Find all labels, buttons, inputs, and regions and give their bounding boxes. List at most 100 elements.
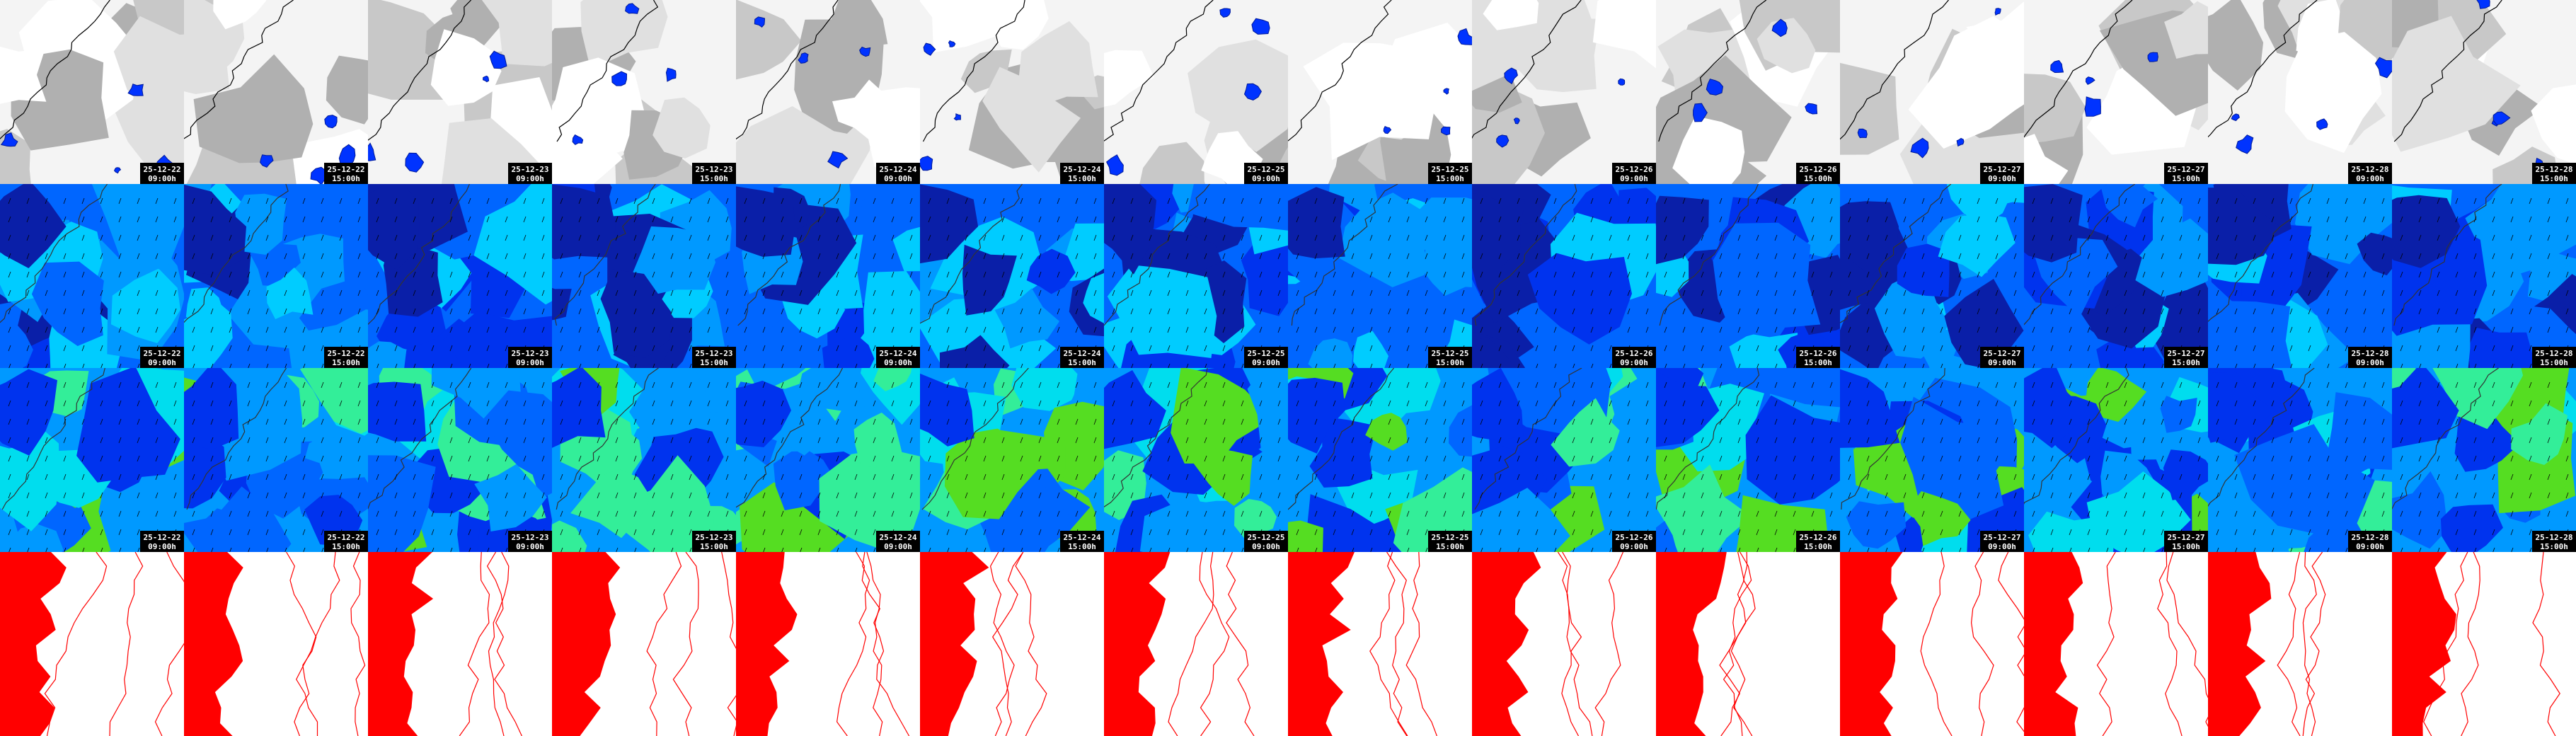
wind-barb — [2345, 492, 2348, 499]
wind-barb — [321, 253, 324, 260]
wind-barb — [1995, 418, 1999, 425]
wind-barb — [1112, 492, 1115, 499]
wind-barb — [2087, 271, 2091, 278]
wind-barb — [1701, 363, 1704, 368]
wind-barb — [468, 455, 471, 462]
wind-barb — [173, 289, 177, 297]
panel-content — [552, 0, 736, 184]
wind-barb — [1977, 492, 1980, 499]
wind-barb — [1793, 326, 1796, 333]
wind-barb — [1719, 197, 1723, 205]
wind-barb — [2105, 400, 2109, 407]
wind-barb — [1333, 234, 1336, 241]
wind-barb — [1885, 529, 1888, 536]
wind-barb — [1093, 289, 1097, 297]
wind-barb — [1461, 473, 1465, 481]
wind-barb — [26, 326, 30, 333]
wind-barb — [394, 271, 398, 278]
coastline — [1288, 368, 1395, 510]
wind-barb — [2069, 253, 2072, 260]
wind-barb — [339, 253, 343, 260]
cloud — [193, 54, 314, 163]
wind-barb — [652, 326, 655, 333]
wind-barb — [1517, 363, 1520, 368]
wind-barb — [229, 492, 232, 499]
wind-barb — [560, 326, 563, 333]
wind-barb — [1720, 547, 1723, 552]
wind-barb — [1351, 455, 1355, 462]
wind-barb — [909, 455, 913, 462]
wind-barb — [118, 510, 122, 517]
wind-barb — [2234, 308, 2238, 315]
wind-barb — [633, 473, 637, 481]
wind-barb — [1167, 253, 1171, 260]
time-label-box — [1060, 531, 1104, 552]
wind-barb — [2050, 529, 2054, 536]
wind-barb — [2050, 289, 2054, 297]
wind-barb — [2565, 381, 2569, 389]
wind-barb — [946, 437, 950, 444]
wind-barb — [781, 234, 784, 241]
wind-barb — [192, 473, 195, 481]
date-label: 25-12-27 — [2168, 349, 2205, 358]
wind-barb — [2197, 197, 2201, 205]
wind-barb — [2013, 473, 2017, 481]
wind-barb — [487, 547, 490, 552]
wind-barb — [486, 308, 490, 315]
wind-barb — [597, 400, 600, 407]
wind-barb — [652, 455, 655, 462]
wind-barb — [302, 271, 306, 278]
wind-barb — [1296, 437, 1299, 444]
wind-barb — [652, 253, 655, 260]
wind-barb — [2510, 381, 2514, 389]
wind-barb — [965, 253, 968, 260]
wind-barb — [2161, 400, 2164, 407]
wind-barb — [2105, 510, 2109, 517]
wind-barb — [2069, 529, 2072, 536]
wind-barb — [1737, 234, 1741, 241]
wind-barb — [2069, 492, 2072, 499]
wind-barb — [1149, 455, 1152, 462]
time-label-box — [876, 347, 920, 368]
wind-barb — [2437, 289, 2440, 297]
wind-barb — [817, 253, 821, 260]
wind-barb — [1406, 271, 1410, 278]
wind-barb — [965, 271, 968, 278]
wind-barb — [486, 197, 490, 205]
wind-barb — [707, 216, 711, 223]
panel-content — [1104, 184, 1288, 368]
wind-barb — [541, 197, 545, 205]
wind-barb — [1517, 216, 1520, 223]
wind-barb — [1940, 473, 1943, 481]
wind-barb — [1609, 529, 1612, 536]
wind-barb — [1296, 363, 1299, 368]
wind-barb — [2400, 529, 2403, 536]
wind-barb — [1664, 234, 1667, 241]
cloud — [1908, 16, 2024, 149]
date-label: 25-12-28 — [2536, 349, 2573, 358]
wind-barb — [1425, 400, 1428, 407]
wind-barb — [1406, 345, 1410, 352]
wind-barb — [1057, 253, 1060, 260]
wind-barb — [1645, 510, 1649, 517]
cloud — [213, 0, 267, 30]
wind-barb — [2381, 492, 2385, 499]
wind-barb — [1885, 289, 1888, 297]
wind-barb — [1259, 455, 1263, 462]
wind-barb — [1903, 326, 1907, 333]
precip-area — [114, 167, 122, 174]
panel-content — [2024, 0, 2208, 184]
field-area — [1656, 195, 1709, 265]
wind-barb — [909, 473, 913, 481]
wind-barb — [2437, 492, 2440, 499]
wind-barb — [707, 326, 711, 333]
wind-barb — [63, 418, 67, 425]
wind-barb — [2124, 289, 2127, 297]
wind-barb — [1903, 510, 1907, 517]
wind-barb — [1793, 492, 1796, 499]
wind-barb — [302, 492, 306, 499]
wind-barb — [1001, 271, 1005, 278]
panel-content — [1656, 552, 1840, 736]
wind-barb — [1075, 400, 1079, 407]
wind-barb — [799, 455, 803, 462]
